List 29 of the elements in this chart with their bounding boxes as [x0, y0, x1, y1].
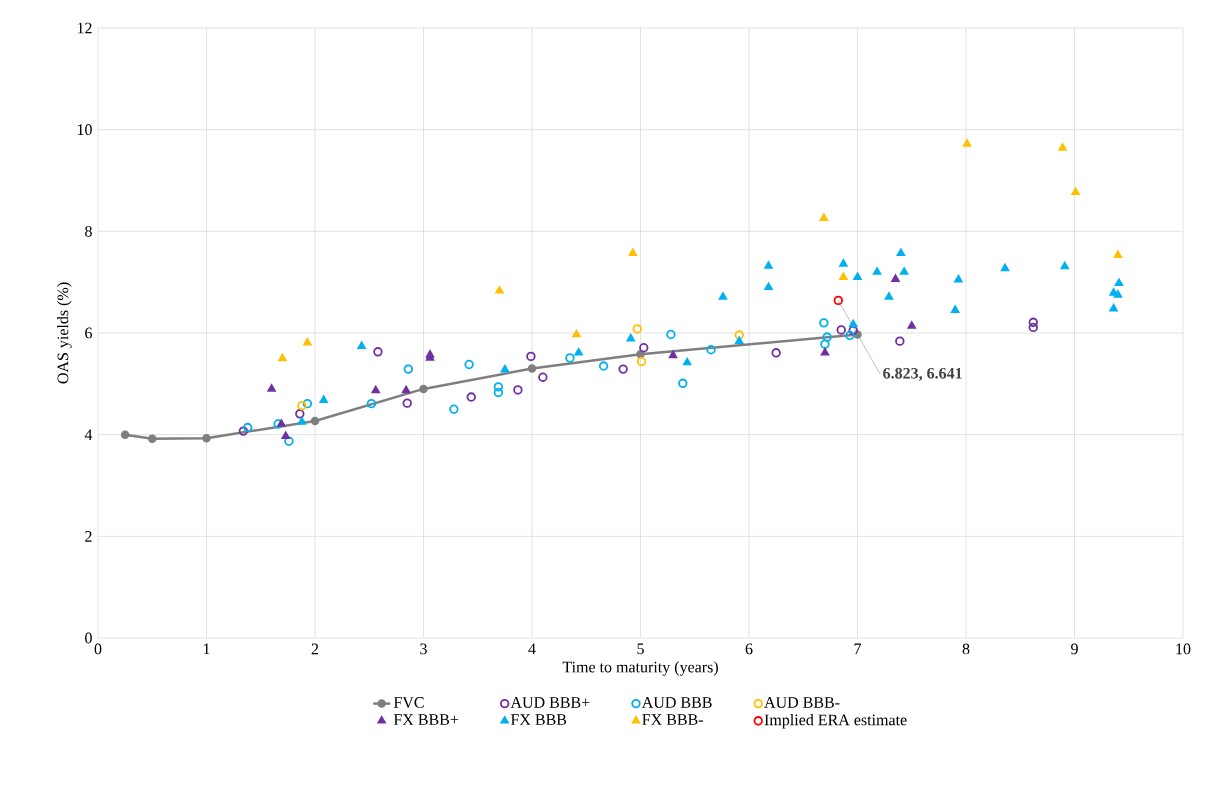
- x-tick-label: 8: [962, 643, 970, 655]
- x-tick-label: 3: [420, 643, 427, 655]
- y-tick-label: 10: [77, 124, 92, 136]
- x-tick-label: 10: [1176, 643, 1191, 655]
- x-axis-title: Time to maturity (years): [562, 661, 718, 676]
- legend-label: AUD BBB: [641, 697, 712, 708]
- y-axis-title: OAS yields (%): [57, 282, 72, 384]
- annotation: 6.823, 6.641: [883, 367, 962, 381]
- x-tick-label: 4: [528, 643, 536, 655]
- x-tick-label: 5: [637, 643, 644, 655]
- legend-label: AUD BBB+: [510, 697, 590, 708]
- legend-label: FX BBB: [510, 714, 567, 725]
- x-tick-label: 2: [311, 643, 319, 655]
- x-tick-label: 7: [854, 643, 862, 655]
- y-tick-label: 2: [85, 531, 92, 542]
- y-tick-label: 8: [85, 225, 92, 237]
- x-tick-label: 9: [1071, 643, 1078, 655]
- legend-label: FVC: [393, 697, 424, 708]
- y-tick-label: 4: [84, 429, 93, 440]
- x-tick-label: 6: [745, 643, 753, 655]
- y-tick-label: 6: [85, 327, 92, 339]
- y-tick-label: 0: [85, 632, 92, 644]
- y-tick-label: 12: [77, 22, 92, 34]
- x-tick-label: 0: [94, 643, 102, 655]
- legend-label: FX BBB-: [642, 714, 703, 725]
- legend-label: AUD BBB-: [764, 697, 840, 708]
- x-tick-label: 1: [203, 643, 210, 655]
- legend-label: Implied ERA estimate: [764, 714, 907, 729]
- legend-label: FX BBB+: [393, 714, 459, 725]
